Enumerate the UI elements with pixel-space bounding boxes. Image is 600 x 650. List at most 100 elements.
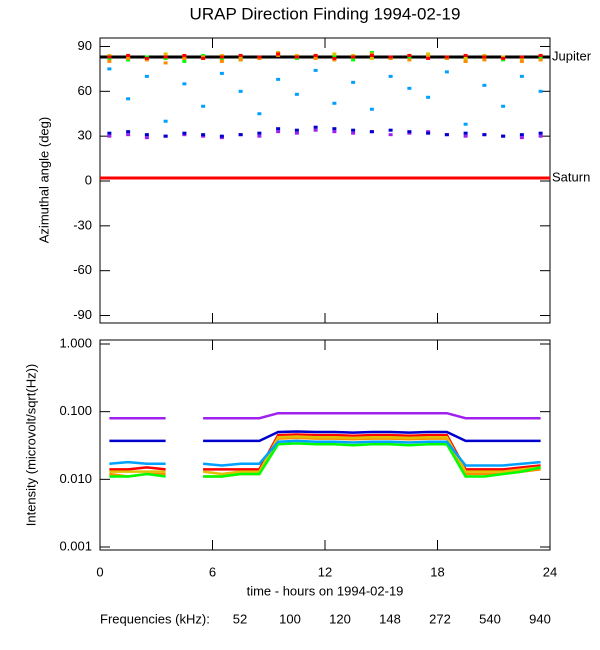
data-point (463, 59, 468, 63)
data-point (538, 58, 543, 62)
data-point (238, 133, 243, 137)
data-point (294, 131, 299, 135)
x-tick-label: 12 (318, 564, 332, 579)
data-point (201, 104, 206, 108)
data-point (482, 83, 487, 87)
data-point (126, 53, 131, 57)
data-point (313, 128, 318, 132)
data-point (163, 55, 168, 59)
data-point (313, 125, 318, 129)
data-point (501, 134, 506, 138)
data-point (538, 131, 543, 135)
data-point (201, 133, 206, 137)
data-point (257, 55, 262, 59)
data-point (313, 53, 318, 57)
y-axis-label: Azimuthal angle (deg) (36, 117, 51, 243)
data-point (351, 80, 356, 84)
data-point (463, 56, 468, 60)
legend-entry: 52 (233, 611, 247, 626)
data-point (126, 56, 131, 60)
data-point (407, 86, 412, 90)
data-point (538, 89, 543, 93)
data-point (313, 68, 318, 72)
y-tick-label: 0 (85, 172, 92, 187)
data-point (369, 107, 374, 111)
data-point (107, 67, 112, 71)
data-point (107, 59, 112, 63)
data-point (294, 128, 299, 132)
data-point (519, 59, 524, 63)
data-point (313, 56, 318, 60)
data-point (126, 97, 131, 101)
x-tick-label: 0 (96, 564, 103, 579)
y-tick-label: 60 (78, 83, 92, 98)
data-point (351, 128, 356, 132)
data-point (144, 74, 149, 78)
data-point (257, 112, 262, 116)
data-point (407, 130, 412, 134)
data-point (369, 130, 374, 134)
reference-label: Saturn (552, 169, 590, 184)
data-point (332, 101, 337, 105)
data-point (332, 56, 337, 60)
data-point (163, 61, 168, 65)
data-point (426, 52, 431, 56)
data-point (219, 134, 224, 138)
data-point (407, 53, 412, 57)
legend-entry: 100 (279, 611, 301, 626)
series-line (109, 439, 541, 467)
data-point (463, 122, 468, 126)
series-line (109, 442, 541, 478)
data-point (219, 55, 224, 59)
data-point (388, 55, 393, 59)
data-point (501, 104, 506, 108)
data-point (182, 59, 187, 63)
y-tick-label: 0.010 (59, 471, 92, 486)
y-tick-label: -90 (73, 307, 92, 322)
data-point (482, 55, 487, 59)
data-point (294, 55, 299, 59)
data-point (163, 119, 168, 123)
data-point (182, 53, 187, 57)
data-point (163, 134, 168, 138)
data-point (332, 127, 337, 131)
chart-title: URAP Direction Finding 1994-02-19 (190, 4, 461, 23)
reference-label: Jupiter (552, 48, 592, 63)
data-point (463, 53, 468, 57)
data-point (182, 56, 187, 60)
data-point (426, 131, 431, 135)
data-point (519, 133, 524, 137)
data-point (219, 59, 224, 63)
y-tick-label: 0.001 (59, 538, 92, 553)
legend-entry: 120 (329, 611, 351, 626)
legend-entry: 148 (379, 611, 401, 626)
data-point (276, 127, 281, 131)
y-tick-label: 30 (78, 128, 92, 143)
data-point (276, 77, 281, 81)
y-tick-label: 90 (78, 38, 92, 53)
data-point (276, 130, 281, 134)
x-tick-label: 6 (209, 564, 216, 579)
y-tick-label: 0.100 (59, 403, 92, 418)
data-point (519, 55, 524, 59)
data-point (144, 56, 149, 60)
series-line (109, 430, 541, 443)
legend-title: Frequencies (kHz): (100, 611, 210, 626)
data-point (369, 53, 374, 57)
y-tick-label: 1.000 (59, 335, 92, 350)
legend-entry: 272 (429, 611, 451, 626)
data-point (219, 71, 224, 75)
data-point (257, 131, 262, 135)
data-point (182, 82, 187, 86)
data-point (351, 58, 356, 62)
data-point (388, 133, 393, 137)
x-tick-label: 18 (430, 564, 444, 579)
series-line (109, 411, 541, 420)
x-tick-label: 24 (543, 564, 557, 579)
data-point (482, 133, 487, 137)
data-point (107, 55, 112, 59)
data-point (126, 133, 131, 137)
data-point (182, 131, 187, 135)
data-point (107, 131, 112, 135)
